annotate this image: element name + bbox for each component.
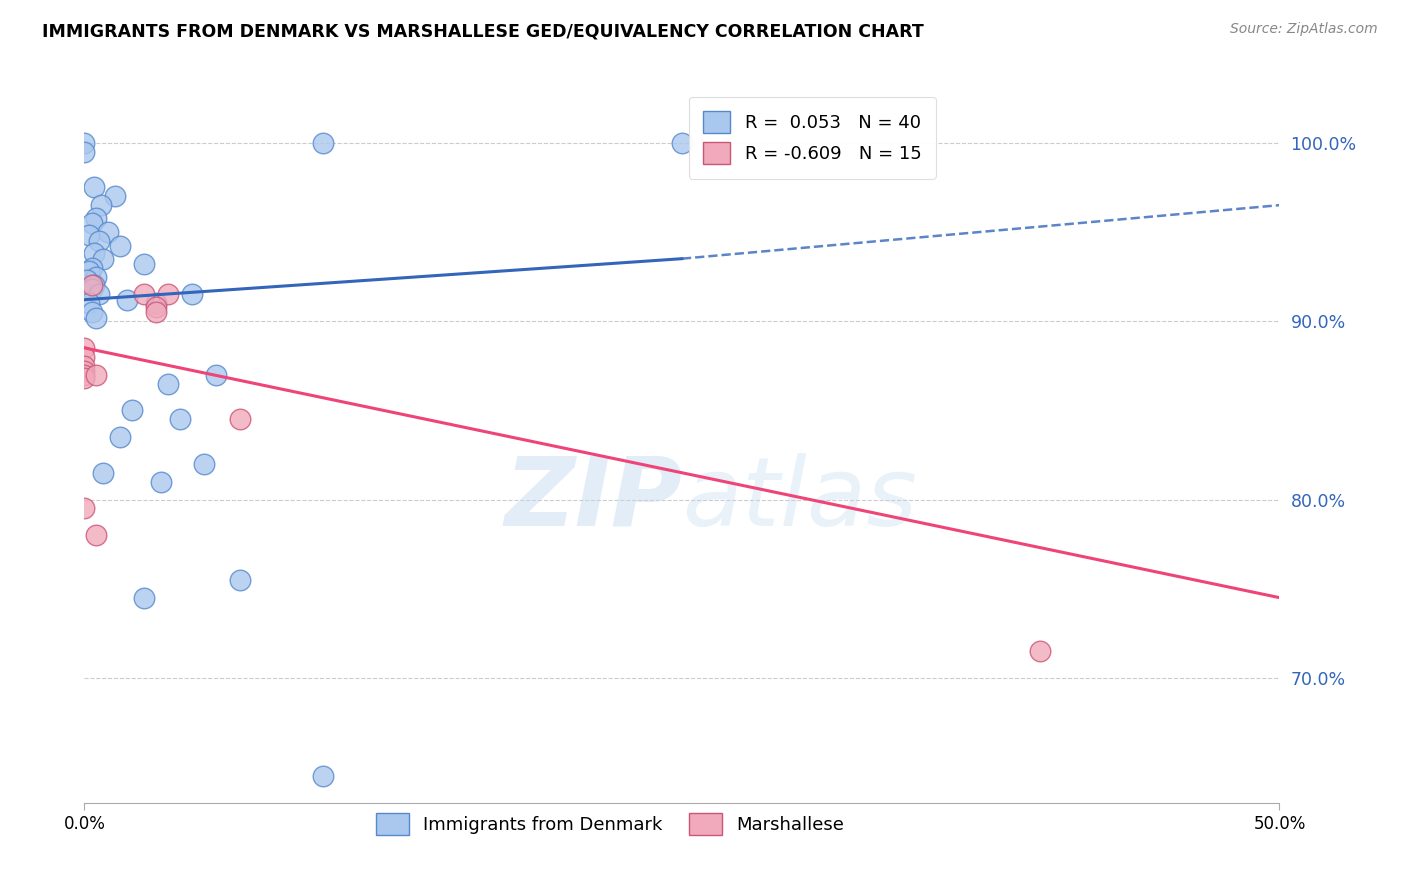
Point (93, 252, 115, 266)
Text: atlas: atlas (682, 453, 917, 546)
Point (93, 466, 115, 480)
Point (76, 273, 98, 287)
Point (97, 225, 120, 239)
Point (1029, 644, 1052, 658)
Text: IMMIGRANTS FROM DENMARK VS MARSHALLESE GED/EQUIVALENCY CORRELATION CHART: IMMIGRANTS FROM DENMARK VS MARSHALLESE G… (42, 22, 924, 40)
Point (73, 371, 96, 385)
Point (83, 246, 105, 260)
Point (73, 136, 96, 150)
Point (229, 412, 252, 426)
Point (312, 769, 335, 783)
Point (87, 234, 110, 248)
Point (312, 136, 335, 150)
Point (157, 287, 180, 301)
Text: ZIP: ZIP (503, 453, 682, 546)
Point (132, 287, 156, 301)
Point (121, 403, 143, 417)
Point (87, 287, 110, 301)
Point (117, 293, 139, 307)
Point (73, 359, 96, 373)
Point (86, 528, 108, 542)
Point (132, 257, 156, 271)
Point (145, 305, 167, 319)
Point (169, 412, 191, 426)
Point (104, 189, 127, 203)
Point (229, 573, 252, 587)
Point (83, 180, 105, 194)
Text: Source: ZipAtlas.com: Source: ZipAtlas.com (1230, 22, 1378, 37)
Legend: Immigrants from Denmark, Marshallese: Immigrants from Denmark, Marshallese (367, 805, 853, 845)
Point (73, 364, 96, 378)
Point (80, 305, 103, 319)
Point (86, 211, 108, 225)
Point (205, 368, 228, 382)
Point (80, 282, 103, 296)
Point (181, 287, 204, 301)
Point (110, 430, 132, 444)
Point (80, 260, 103, 275)
Point (110, 239, 132, 253)
Point (80, 278, 103, 293)
Point (80, 216, 103, 230)
Point (73, 368, 96, 382)
Point (90, 198, 112, 212)
Point (145, 296, 167, 310)
Point (83, 278, 105, 293)
Point (86, 368, 108, 382)
Point (73, 341, 96, 355)
Point (73, 350, 96, 364)
Point (77, 296, 100, 310)
Point (157, 376, 180, 391)
Point (193, 457, 215, 471)
Point (149, 475, 172, 489)
Point (132, 591, 156, 605)
Point (73, 145, 96, 159)
Point (77, 228, 100, 243)
Point (86, 269, 108, 284)
Point (77, 264, 100, 278)
Point (73, 501, 96, 516)
Point (671, 136, 693, 150)
Point (145, 300, 167, 314)
Point (86, 310, 108, 325)
